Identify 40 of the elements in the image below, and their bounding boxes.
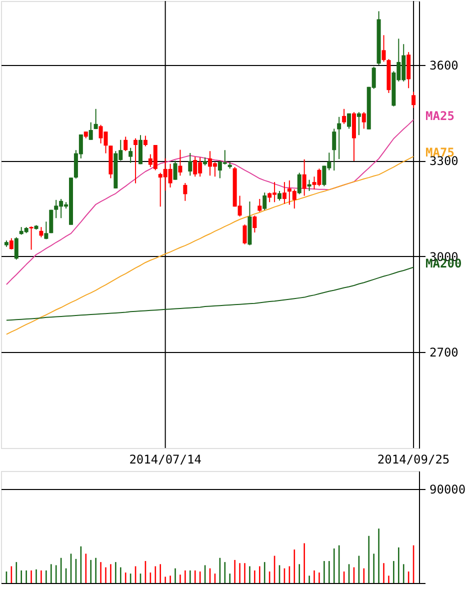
candlestick bbox=[188, 152, 192, 176]
series-label: MA25 bbox=[426, 108, 454, 123]
line-series bbox=[6, 156, 414, 335]
candlestick bbox=[88, 122, 93, 140]
candlestick bbox=[262, 192, 267, 211]
candlestick bbox=[94, 108, 98, 130]
candlestick bbox=[412, 91, 416, 108]
candlestick bbox=[362, 112, 366, 130]
candlestick bbox=[183, 182, 188, 202]
candlestick bbox=[39, 226, 44, 238]
candlestick bbox=[128, 147, 133, 164]
candlestick bbox=[282, 182, 286, 204]
candlestick bbox=[173, 160, 178, 180]
x-tick-label: 2014/09/25 bbox=[377, 452, 450, 466]
line-series bbox=[6, 119, 414, 286]
candlestick bbox=[302, 158, 306, 196]
y-tick-label: 3600 bbox=[430, 58, 458, 72]
candlestick bbox=[134, 138, 138, 184]
candlestick bbox=[278, 190, 282, 202]
candlestick bbox=[9, 238, 14, 250]
candlestick bbox=[342, 108, 346, 124]
candlestick bbox=[29, 226, 34, 250]
candlestick bbox=[143, 135, 148, 147]
candlestick bbox=[178, 149, 182, 176]
candlestick bbox=[252, 215, 257, 233]
x-tick-label: 2014/07/14 bbox=[129, 452, 202, 466]
candlestick bbox=[382, 34, 386, 62]
y-tick-label: 90000 bbox=[430, 482, 466, 496]
candlestick bbox=[44, 221, 48, 240]
candlestick bbox=[332, 128, 336, 172]
candlestick bbox=[124, 136, 128, 152]
candlestick bbox=[258, 198, 262, 212]
candlestick bbox=[347, 112, 351, 130]
candlestick bbox=[356, 112, 361, 136]
y-tick-label: 2700 bbox=[430, 346, 458, 360]
candlestick bbox=[14, 236, 18, 260]
candlestick bbox=[337, 116, 342, 160]
candlestick bbox=[297, 172, 302, 195]
line-series bbox=[6, 266, 414, 321]
candlestick bbox=[242, 224, 247, 245]
